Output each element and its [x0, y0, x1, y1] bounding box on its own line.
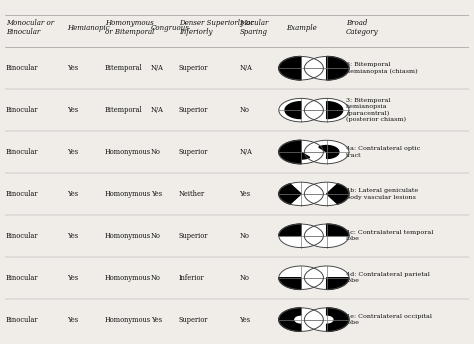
Text: Monocular or
Binocular: Monocular or Binocular: [6, 19, 54, 36]
Text: Bitemporal: Bitemporal: [105, 64, 142, 72]
Text: Homonymous: Homonymous: [105, 274, 151, 282]
Polygon shape: [279, 194, 301, 204]
Text: No: No: [239, 274, 249, 282]
Ellipse shape: [279, 56, 323, 80]
Text: Bitemporal: Bitemporal: [105, 106, 142, 114]
Polygon shape: [319, 146, 327, 152]
Text: Example: Example: [286, 24, 317, 32]
Text: Superior: Superior: [179, 148, 208, 156]
Ellipse shape: [304, 140, 349, 164]
Text: Congruous: Congruous: [151, 24, 190, 32]
Text: Superior: Superior: [179, 315, 208, 324]
Text: Binocular: Binocular: [6, 315, 38, 324]
Text: 4a: Contralateral optic
tract: 4a: Contralateral optic tract: [346, 147, 420, 158]
Ellipse shape: [279, 182, 323, 206]
Text: Superior: Superior: [179, 232, 208, 240]
Ellipse shape: [279, 98, 323, 122]
Text: No: No: [239, 106, 249, 114]
Text: Yes: Yes: [239, 315, 250, 324]
Text: Superior: Superior: [179, 64, 208, 72]
Text: No: No: [151, 274, 161, 282]
Polygon shape: [327, 146, 339, 159]
Text: N/A: N/A: [151, 64, 164, 72]
Ellipse shape: [304, 266, 349, 289]
Text: Yes: Yes: [67, 315, 79, 324]
Text: 4e: Contralateral occipital
lobe: 4e: Contralateral occipital lobe: [346, 314, 432, 325]
Text: Yes: Yes: [151, 315, 162, 324]
Text: Binocular: Binocular: [6, 274, 38, 282]
Text: Neither: Neither: [179, 190, 205, 198]
Text: Macular
Sparing: Macular Sparing: [239, 19, 269, 36]
Text: 3: Bitemporal
hemianopsia (chiasm): 3: Bitemporal hemianopsia (chiasm): [346, 63, 418, 74]
Ellipse shape: [304, 224, 349, 248]
Text: 4d: Contralateral parietal
lobe: 4d: Contralateral parietal lobe: [346, 272, 430, 283]
Text: Yes: Yes: [67, 274, 79, 282]
Polygon shape: [279, 184, 301, 194]
Text: Binocular: Binocular: [6, 148, 38, 156]
Ellipse shape: [304, 56, 349, 80]
Ellipse shape: [279, 140, 323, 164]
Polygon shape: [327, 56, 349, 80]
Ellipse shape: [304, 308, 349, 331]
Polygon shape: [327, 184, 349, 194]
Ellipse shape: [304, 98, 349, 122]
Text: Denser Superiorly or
Inferiorly: Denser Superiorly or Inferiorly: [179, 19, 254, 36]
Text: N/A: N/A: [239, 64, 252, 72]
Polygon shape: [285, 102, 301, 119]
Text: Superior: Superior: [179, 106, 208, 114]
Ellipse shape: [279, 308, 323, 331]
Text: Inferior: Inferior: [179, 274, 205, 282]
Ellipse shape: [304, 182, 349, 206]
Ellipse shape: [320, 316, 333, 323]
Text: Homonymous: Homonymous: [105, 232, 151, 240]
Text: Yes: Yes: [67, 190, 79, 198]
Polygon shape: [327, 224, 349, 236]
Polygon shape: [279, 224, 301, 236]
Text: No: No: [151, 148, 161, 156]
Text: N/A: N/A: [151, 106, 164, 114]
Text: No: No: [151, 232, 161, 240]
Text: Yes: Yes: [67, 232, 79, 240]
Text: Yes: Yes: [67, 148, 79, 156]
Text: Homonymous: Homonymous: [105, 315, 151, 324]
Text: Yes: Yes: [151, 190, 162, 198]
Polygon shape: [327, 308, 349, 331]
Text: 4c: Contralateral temporal
lobe: 4c: Contralateral temporal lobe: [346, 230, 434, 241]
Polygon shape: [327, 278, 349, 289]
Text: Homonymous: Homonymous: [105, 148, 151, 156]
Polygon shape: [327, 194, 349, 204]
Text: Homonymous
or Bitemporal: Homonymous or Bitemporal: [105, 19, 154, 36]
Polygon shape: [279, 56, 301, 80]
Text: 4b: Lateral geniculate
body vascular lesions: 4b: Lateral geniculate body vascular les…: [346, 188, 419, 200]
Text: Hemianopic: Hemianopic: [67, 24, 110, 32]
Text: Yes: Yes: [239, 190, 250, 198]
Polygon shape: [279, 308, 301, 331]
Text: No: No: [239, 232, 249, 240]
Text: 3: Bitemporal
hemianopsia
(paracentral)
(posterior chiasm): 3: Bitemporal hemianopsia (paracentral) …: [346, 98, 406, 122]
Text: Broad
Category: Broad Category: [346, 19, 379, 36]
Ellipse shape: [279, 266, 323, 289]
Text: Binocular: Binocular: [6, 106, 38, 114]
Text: Binocular: Binocular: [6, 190, 38, 198]
Text: Binocular: Binocular: [6, 64, 38, 72]
Ellipse shape: [295, 316, 307, 323]
Ellipse shape: [279, 224, 323, 248]
Text: N/A: N/A: [239, 148, 252, 156]
Polygon shape: [327, 102, 343, 119]
Text: Yes: Yes: [67, 64, 79, 72]
Text: Binocular: Binocular: [6, 232, 38, 240]
Polygon shape: [301, 152, 310, 159]
Text: Homonymous: Homonymous: [105, 190, 151, 198]
Text: Yes: Yes: [67, 106, 79, 114]
Polygon shape: [279, 140, 301, 164]
Polygon shape: [279, 278, 301, 289]
